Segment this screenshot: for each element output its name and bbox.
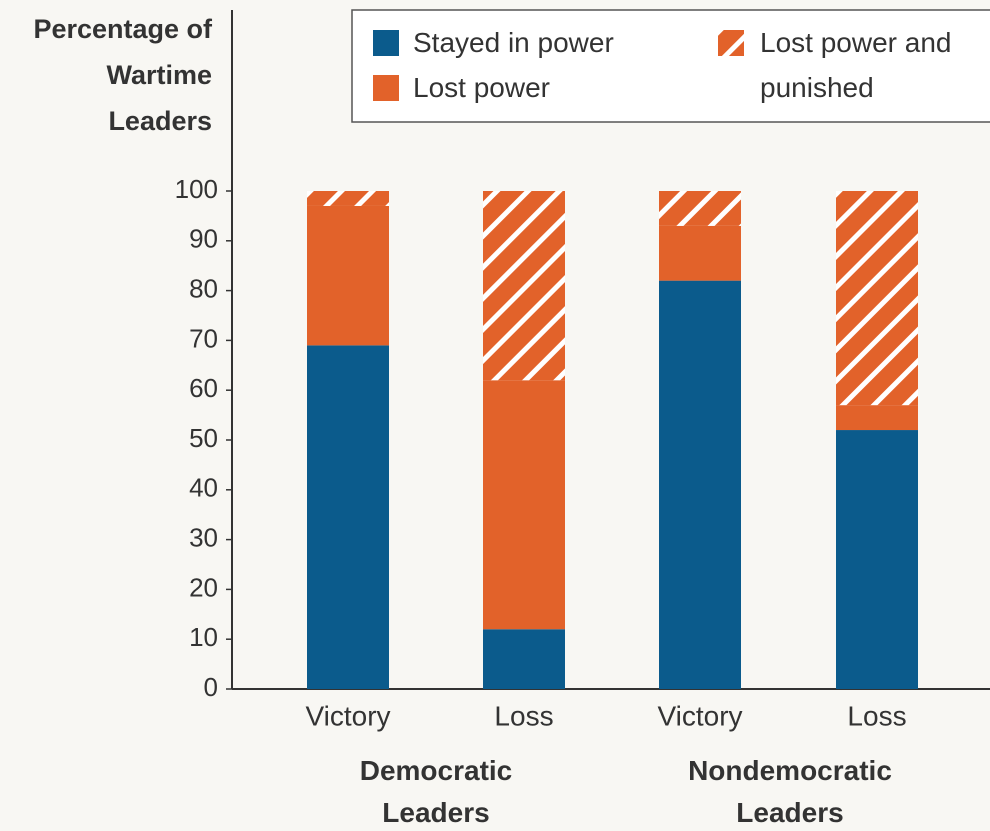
bar-segment bbox=[659, 225, 741, 281]
y-tick-label: 20 bbox=[189, 572, 218, 602]
y-tick-label: 10 bbox=[189, 622, 218, 652]
y-tick-label: 40 bbox=[189, 473, 218, 503]
y-tick-label: 50 bbox=[189, 423, 218, 453]
bar-segment bbox=[659, 280, 741, 689]
bar-segment bbox=[483, 380, 565, 630]
y-tick-label: 100 bbox=[175, 174, 218, 204]
y-tick-label: 80 bbox=[189, 273, 218, 303]
legend-label: Stayed in power bbox=[413, 27, 614, 58]
legend-swatch bbox=[373, 75, 399, 101]
bar-segment bbox=[307, 191, 389, 206]
bar-segment bbox=[836, 430, 918, 689]
bar-segment bbox=[483, 191, 565, 381]
y-tick-label: 0 bbox=[204, 672, 218, 702]
group-label: Nondemocratic Leaders bbox=[688, 755, 892, 828]
y-axis-title: Percentage of Wartime Leaders bbox=[33, 14, 212, 136]
x-tick-label: Victory bbox=[305, 700, 390, 731]
y-tick-label: 60 bbox=[189, 373, 218, 403]
x-tick-label: Loss bbox=[847, 700, 906, 731]
legend-label: Lost power bbox=[413, 72, 550, 103]
bar-segment bbox=[836, 191, 918, 406]
x-tick-label: Loss bbox=[494, 700, 553, 731]
group-label: Democratic Leaders bbox=[359, 755, 513, 828]
y-tick-label: 90 bbox=[189, 224, 218, 254]
bar-segment bbox=[307, 345, 389, 689]
y-tick-label: 30 bbox=[189, 522, 218, 552]
bar-segment bbox=[836, 405, 918, 431]
x-tick-label: Victory bbox=[657, 700, 742, 731]
legend-swatch bbox=[718, 30, 744, 56]
legend-box bbox=[351, 9, 990, 123]
bar-segment bbox=[659, 191, 741, 226]
bar-segment bbox=[483, 629, 565, 689]
bar-segment bbox=[307, 205, 389, 346]
legend-label: Lost power and punished bbox=[760, 27, 952, 103]
legend-swatch bbox=[373, 30, 399, 56]
y-tick-label: 70 bbox=[189, 323, 218, 353]
